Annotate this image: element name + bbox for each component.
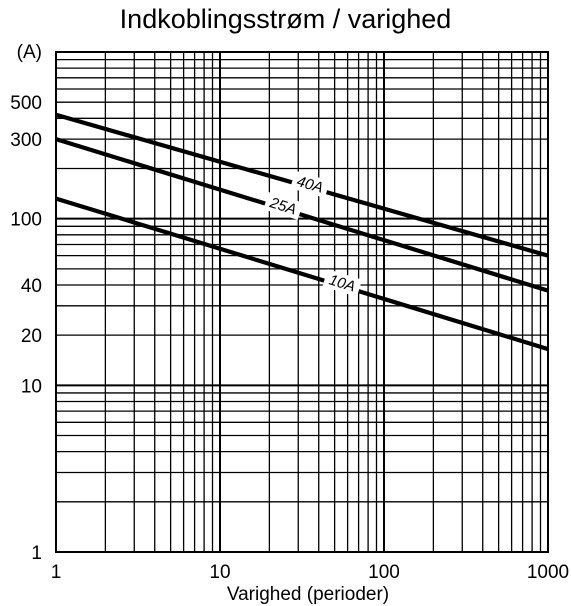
series-label-bg [290,170,330,199]
y-tick-label: 40 [21,276,42,297]
y-tick-label: 10 [21,376,42,397]
series-label-25A: 25A [267,194,298,218]
y-axis-ticks: 1 10 20 40 100 300 500 [10,93,42,564]
grid-lines [56,52,548,552]
series-line-10A [55,196,549,352]
x-axis-label: Varighed (perioder) [227,584,389,605]
y-axis-label: (A) [17,42,42,63]
y-tick-label: 20 [21,326,42,347]
x-axis-ticks: 1 10 100 1000 [51,562,569,583]
series-label-40A: 40A [295,173,325,197]
series-line-25A [55,137,549,293]
chart-title: Indkoblingsstrøm / varighed [119,4,452,34]
series-label-bg [263,192,304,220]
y-tick-label: 300 [10,130,42,151]
series-label-10A: 10A [327,271,358,295]
x-tick-label: 1 [51,562,62,583]
x-tick-label: 1000 [527,562,569,583]
y-tick-label: 100 [10,210,42,231]
series-label-bg [322,269,363,297]
y-tick-label: 500 [10,93,42,114]
x-tick-label: 10 [209,562,230,583]
x-tick-label: 100 [368,562,400,583]
plot-frame [55,51,549,553]
y-tick-label: 1 [31,543,42,564]
